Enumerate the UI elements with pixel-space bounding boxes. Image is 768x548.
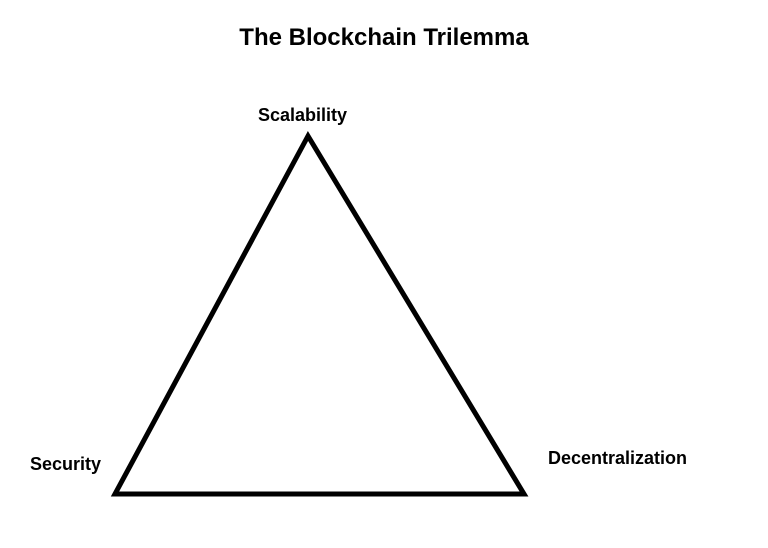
triangle-polygon — [115, 136, 524, 494]
trilemma-diagram: The Blockchain Trilemma Scalability Secu… — [0, 0, 768, 548]
vertex-label-left: Security — [30, 454, 101, 475]
vertex-label-right: Decentralization — [548, 448, 687, 469]
vertex-label-top: Scalability — [258, 105, 347, 126]
